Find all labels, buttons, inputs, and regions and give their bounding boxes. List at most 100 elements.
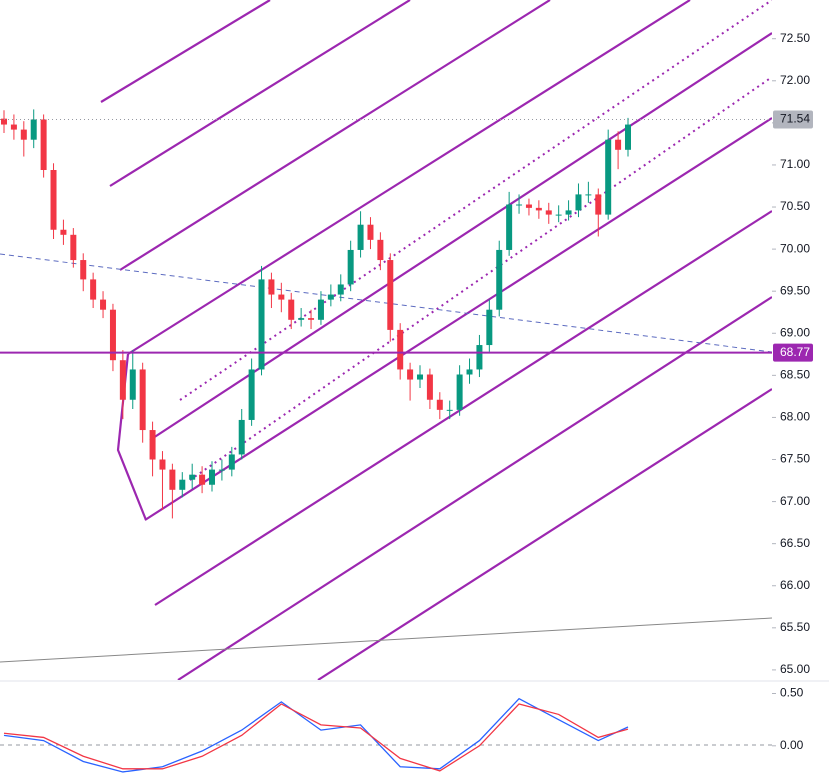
candle-body [357, 224, 364, 250]
candle-body [159, 459, 166, 470]
candle-body [228, 454, 235, 470]
candle-body [20, 129, 27, 140]
y-tick-label: 65.00 [780, 662, 810, 676]
candle-body [70, 234, 77, 261]
channel-line [100, 0, 271, 103]
channel-line [109, 0, 411, 187]
y-tick-label: 68.00 [780, 410, 810, 424]
y-tick-label: 71.00 [780, 157, 810, 171]
candle-body [327, 294, 334, 300]
candle-body [466, 369, 473, 375]
channel-line [127, 0, 691, 355]
y-tick-label: 69.00 [780, 325, 810, 339]
candle-body [258, 279, 265, 370]
candle-body [50, 170, 57, 230]
last-price-label: 71.54 [780, 112, 810, 126]
candle-body [496, 249, 503, 310]
candle-body [436, 399, 443, 410]
channel-line [177, 296, 772, 680]
candle-body [248, 369, 255, 420]
price-label-box [773, 343, 813, 362]
candle-body [189, 474, 196, 480]
candle-body [545, 210, 552, 215]
candle-body [109, 309, 116, 361]
y-tick-label: 72.00 [780, 73, 810, 87]
channel-line [189, 76, 772, 481]
y-tick-label: 67.00 [780, 494, 810, 508]
candle-body [585, 194, 592, 196]
candle-body [298, 318, 305, 320]
channel-line [179, 0, 772, 401]
candle-body [565, 210, 572, 215]
channel-line [119, 0, 551, 271]
candle-body [10, 124, 17, 130]
candle-body [139, 369, 146, 431]
y-tick-label: 66.50 [780, 536, 810, 550]
candle-body [129, 369, 136, 400]
candle-body [278, 294, 285, 300]
trend-line [0, 253, 772, 353]
candle-body [387, 260, 394, 330]
y-tick-label: 67.50 [780, 452, 810, 466]
candle-body [407, 369, 414, 380]
candle-body [456, 374, 463, 410]
trend-line [0, 617, 772, 663]
y-tick-label: 65.50 [780, 620, 810, 634]
candle-body [288, 299, 295, 320]
candle-body [377, 239, 384, 261]
candle-body [218, 469, 225, 471]
candle-body [179, 479, 186, 490]
candle-body [199, 474, 206, 485]
candle-body [30, 119, 37, 140]
y-tick-label: 70.50 [780, 199, 810, 213]
candle-body [506, 204, 513, 250]
candle-body [525, 204, 532, 208]
candle-body [169, 469, 176, 490]
oscillator-line [3, 703, 629, 772]
candle-body [555, 214, 562, 216]
candle-body [90, 279, 97, 300]
last-price-box [773, 110, 813, 129]
candle-body [238, 419, 245, 455]
candle-body [605, 139, 612, 215]
price-label: 68.77 [780, 345, 810, 359]
candle-body [100, 299, 107, 310]
candle-body [575, 194, 582, 211]
candle-body [60, 229, 67, 235]
candle-body [486, 309, 493, 346]
candle-body [40, 119, 47, 170]
channel-line [144, 117, 772, 521]
y-tick-label: 0.50 [780, 686, 804, 700]
candle-body [535, 207, 542, 211]
candle-body [268, 279, 275, 295]
candle-body [446, 409, 453, 411]
y-tick-label: 69.50 [780, 283, 810, 297]
candle-body [149, 430, 156, 460]
candle-body [337, 284, 344, 295]
y-tick-label: 70.00 [780, 241, 810, 255]
candle-body [476, 345, 483, 370]
candle-body [308, 318, 315, 320]
y-tick-label: 66.00 [780, 578, 810, 592]
candle-body [209, 469, 215, 485]
candle-body [625, 124, 631, 150]
candle-body [426, 374, 433, 400]
y-tick-label: 72.50 [780, 31, 810, 45]
candle-body [397, 329, 404, 370]
candle-body [367, 224, 374, 240]
y-tick-label: 0.00 [780, 738, 804, 752]
candle-body [317, 299, 324, 320]
channel-line [317, 388, 772, 680]
oscillator-line [3, 697, 629, 773]
candle-body [347, 249, 354, 285]
channel-line [154, 210, 772, 606]
oscillator [3, 697, 629, 773]
candle-body [119, 360, 126, 400]
candle-body [417, 374, 423, 380]
candle-body [516, 204, 523, 206]
candles [1, 109, 631, 519]
candle-body [1, 118, 7, 125]
candle-body [615, 139, 622, 150]
